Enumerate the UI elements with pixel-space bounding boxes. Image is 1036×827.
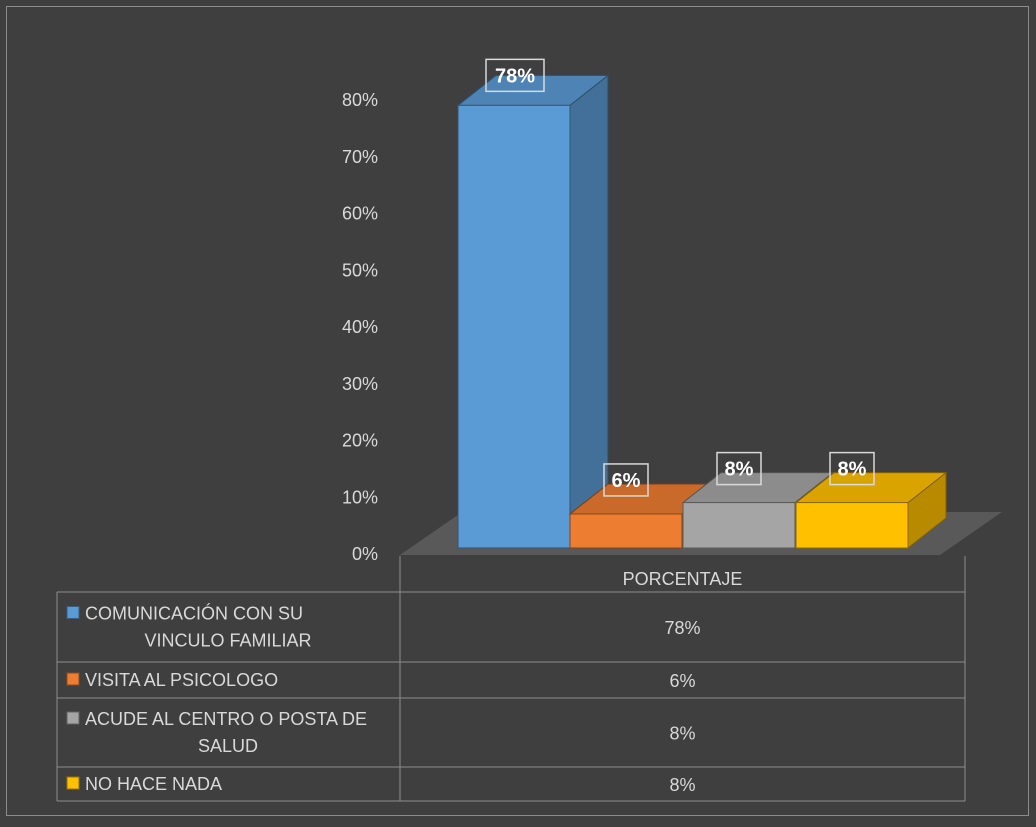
- legend-label: ACUDE AL CENTRO O POSTA DE: [85, 709, 367, 729]
- bar-side: [569, 74, 609, 550]
- table-value: 8%: [669, 724, 695, 744]
- y-tick-label: 50%: [342, 260, 378, 280]
- legend-label: SALUD: [198, 736, 258, 756]
- data-label-box: [603, 463, 649, 497]
- data-label: 8%: [725, 459, 754, 481]
- y-tick-label: 10%: [342, 487, 378, 507]
- y-tick-label: 70%: [342, 147, 378, 167]
- data-label: 6%: [612, 470, 641, 492]
- table-header: PORCENTAJE: [623, 569, 743, 589]
- table-value: 6%: [669, 671, 695, 691]
- y-tick-label: 0%: [352, 544, 378, 564]
- table-value: 8%: [669, 775, 695, 795]
- data-label-box: [829, 451, 875, 486]
- table-value: 78%: [664, 618, 700, 638]
- legend-key: [66, 776, 80, 790]
- legend-key: [66, 606, 80, 619]
- data-label: 78%: [495, 65, 535, 87]
- chart-frame: [6, 6, 1029, 816]
- legend-label: COMUNICACIÓN CON SU: [85, 603, 303, 624]
- bar: [457, 104, 571, 549]
- bar: [682, 502, 796, 549]
- legend-label: VISITA AL PSICOLOGO: [85, 670, 278, 690]
- bar: [795, 502, 909, 549]
- y-tick-label: 60%: [342, 204, 378, 224]
- y-tick-label: 80%: [342, 90, 378, 110]
- data-label-box: [716, 451, 762, 486]
- y-tick-label: 20%: [342, 431, 378, 451]
- legend-key: [66, 672, 80, 686]
- bar: [569, 513, 683, 549]
- legend-label: VINCULO FAMILIAR: [144, 631, 311, 651]
- data-label-box: [485, 58, 545, 93]
- y-tick-label: 30%: [342, 374, 378, 394]
- legend-key: [66, 711, 80, 725]
- legend-label: NO HACE NADA: [85, 774, 222, 794]
- data-label: 8%: [838, 459, 867, 481]
- y-tick-label: 40%: [342, 317, 378, 337]
